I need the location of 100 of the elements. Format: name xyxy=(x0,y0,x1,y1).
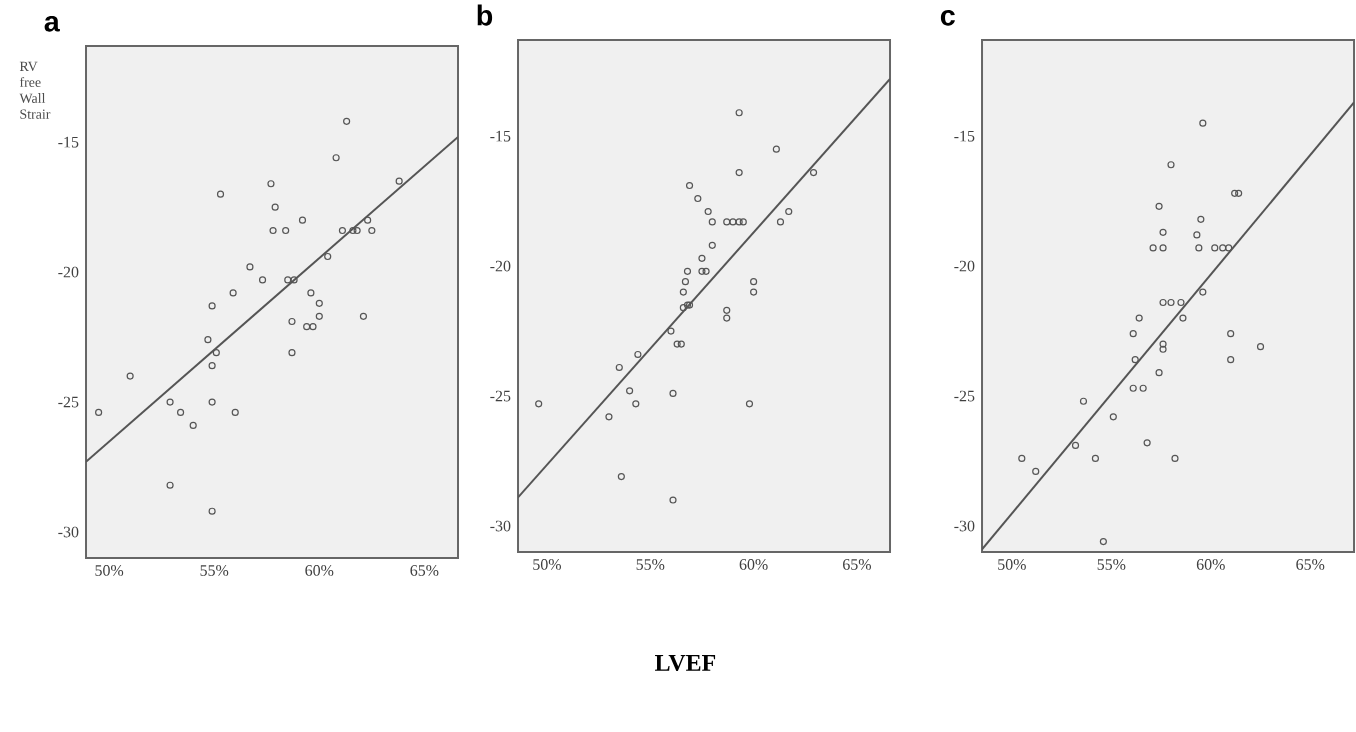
point xyxy=(1079,397,1088,405)
point xyxy=(669,389,677,398)
point xyxy=(166,398,174,406)
point xyxy=(1167,161,1175,169)
point xyxy=(708,241,716,249)
point xyxy=(1149,244,1157,252)
point xyxy=(1159,228,1167,236)
point xyxy=(1129,384,1137,392)
point xyxy=(723,314,731,322)
point xyxy=(1211,244,1219,252)
point xyxy=(683,267,692,275)
point xyxy=(1225,244,1233,252)
chart-title: a xyxy=(44,15,60,32)
x-axis-title: LVEF xyxy=(655,655,716,672)
point xyxy=(1143,439,1151,447)
point xyxy=(1199,288,1207,296)
point xyxy=(343,117,351,125)
point xyxy=(679,288,687,296)
point xyxy=(750,288,758,296)
point xyxy=(1155,369,1163,377)
point xyxy=(704,207,712,216)
point xyxy=(681,278,690,286)
point xyxy=(1135,314,1143,322)
point xyxy=(177,408,185,417)
point xyxy=(605,413,613,421)
point xyxy=(615,363,623,372)
point xyxy=(750,278,758,286)
point xyxy=(1197,215,1205,223)
point xyxy=(723,306,731,314)
point xyxy=(364,216,372,224)
point xyxy=(679,304,687,312)
point xyxy=(126,372,134,380)
chart-title: c xyxy=(940,9,955,26)
point xyxy=(208,507,216,515)
point xyxy=(1227,356,1235,364)
point xyxy=(1177,298,1185,307)
point xyxy=(735,109,743,117)
point xyxy=(359,312,368,320)
point xyxy=(395,177,403,185)
point xyxy=(338,226,347,235)
point xyxy=(617,473,625,481)
point xyxy=(729,218,737,226)
point xyxy=(1227,330,1235,338)
point xyxy=(1195,244,1203,252)
point xyxy=(166,481,174,489)
point xyxy=(776,218,785,226)
point xyxy=(735,218,743,226)
point xyxy=(1159,244,1167,252)
point xyxy=(324,252,332,261)
point xyxy=(288,317,296,326)
point xyxy=(1099,538,1107,546)
point xyxy=(698,254,706,262)
point xyxy=(267,180,275,188)
point xyxy=(95,408,103,417)
point xyxy=(258,276,267,284)
point xyxy=(772,145,780,153)
point xyxy=(535,400,543,408)
point xyxy=(667,327,675,335)
point xyxy=(698,267,706,275)
point xyxy=(229,289,237,297)
point xyxy=(307,289,315,297)
point xyxy=(212,349,220,357)
point xyxy=(208,362,216,370)
point xyxy=(349,226,357,235)
point xyxy=(634,350,642,359)
point xyxy=(1091,454,1099,463)
point xyxy=(298,216,307,224)
point xyxy=(309,323,317,331)
point xyxy=(685,181,694,190)
point xyxy=(694,194,702,203)
point xyxy=(288,349,296,357)
point xyxy=(702,267,710,275)
point xyxy=(1256,343,1265,351)
point xyxy=(677,340,685,348)
point xyxy=(1139,384,1147,392)
point xyxy=(1171,454,1179,463)
point xyxy=(626,387,634,395)
point xyxy=(1129,330,1137,338)
point xyxy=(1071,441,1080,450)
point xyxy=(1155,202,1163,210)
point xyxy=(290,276,298,284)
point xyxy=(284,276,292,284)
point xyxy=(282,226,290,235)
point xyxy=(1018,454,1026,463)
point xyxy=(303,323,311,331)
point xyxy=(739,218,747,226)
point xyxy=(204,336,212,344)
point xyxy=(208,302,216,310)
point xyxy=(315,299,323,307)
point xyxy=(271,203,279,211)
point xyxy=(632,400,640,408)
chart-title: b xyxy=(477,4,493,26)
point xyxy=(1193,231,1201,239)
point xyxy=(708,218,716,226)
point xyxy=(231,408,239,417)
point xyxy=(745,400,754,408)
point xyxy=(1235,189,1243,197)
point xyxy=(269,226,277,235)
point xyxy=(1159,345,1167,353)
point xyxy=(785,207,793,216)
